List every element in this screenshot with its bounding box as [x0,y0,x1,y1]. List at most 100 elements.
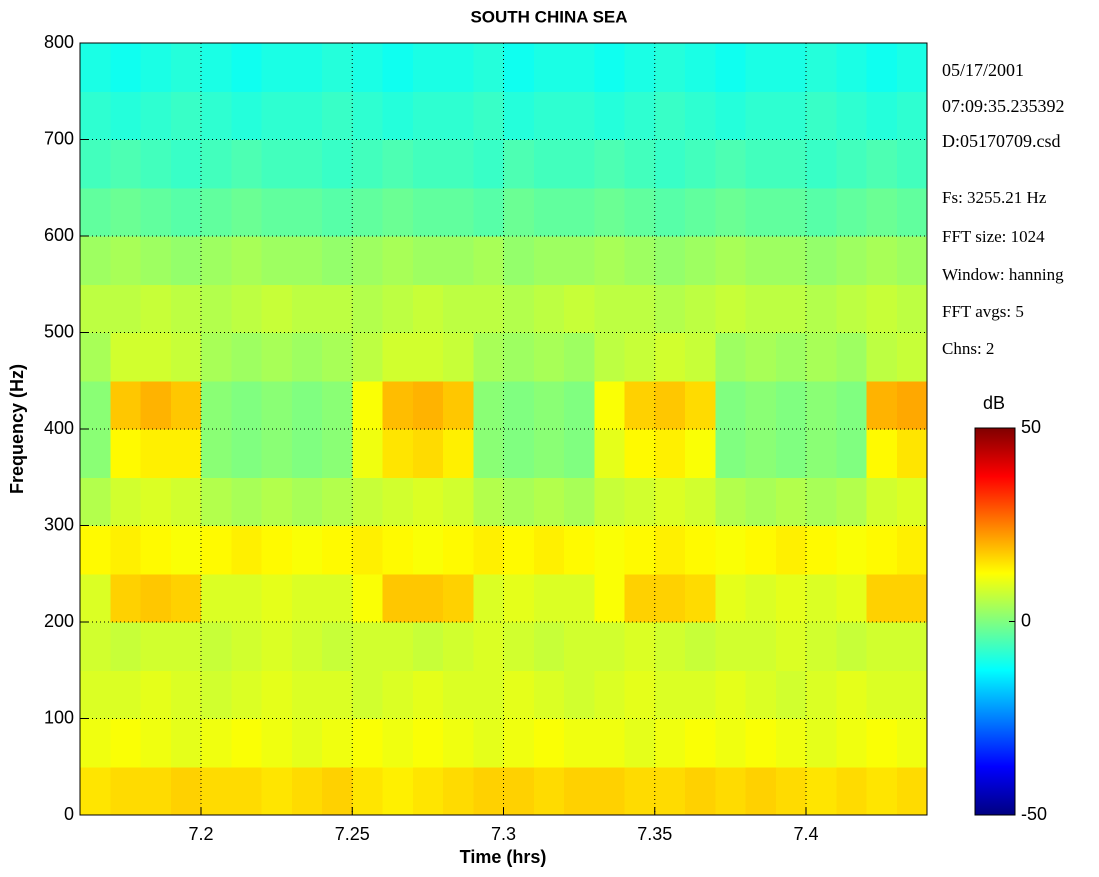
heatmap-cell [382,91,414,140]
heatmap-cell [594,380,625,430]
heatmap-cell [806,380,837,430]
heatmap-cell [291,332,323,382]
heatmap-cell [231,766,262,816]
heatmap-cell [231,91,262,140]
heatmap-cell [473,429,504,478]
heatmap-cell [201,332,232,382]
heatmap-cell [624,284,656,333]
colorbar-tick-label: -50 [1021,804,1047,824]
heatmap-cell [291,429,323,478]
heatmap-cell [896,43,928,92]
heatmap-cell [715,332,746,382]
heatmap-cell [533,43,565,92]
heatmap-cell [806,187,837,237]
heatmap-cell [80,187,111,237]
heatmap-cell [654,284,686,333]
heatmap-cell [564,139,595,189]
heatmap-cell [775,236,807,285]
heatmap-cell [503,332,535,382]
heatmap-cell [412,91,444,140]
heatmap-cell [594,766,625,816]
heatmap-cell [806,139,837,189]
annotation: Chns: 2 [942,339,994,358]
heatmap-cell [170,573,202,623]
heatmap-cell [503,380,535,430]
heatmap-cell [201,622,232,671]
heatmap-cell [140,766,172,816]
heatmap-cell [291,477,323,526]
heatmap-cell [533,718,565,768]
heatmap-cell [503,429,535,478]
heatmap-cell [231,187,262,237]
heatmap-cell [685,525,716,575]
heatmap-cell [261,236,293,285]
heatmap-cell [322,622,353,671]
heatmap-cell [412,139,444,189]
heatmap-cell [261,573,293,623]
heatmap-cell [533,380,565,430]
heatmap-cell [836,332,867,382]
heatmap-cell [473,43,504,92]
heatmap-cell [382,284,414,333]
heatmap-cell [352,139,383,189]
heatmap-cell [322,187,353,237]
heatmap-cell [412,43,444,92]
heatmap-cell [443,622,474,671]
heatmap-cell [231,139,262,189]
heatmap-cell [745,429,777,478]
heatmap-cell [170,670,202,719]
heatmap-cell [201,670,232,719]
heatmap-cell [382,766,414,816]
heatmap-cell [80,429,111,478]
heatmap-cell [836,429,867,478]
heatmap-cell [201,477,232,526]
heatmap-cell [806,332,837,382]
heatmap-cell [443,477,474,526]
heatmap-cell [473,332,504,382]
heatmap-cell [382,332,414,382]
heatmap-cell [170,91,202,140]
heatmap-cell [110,622,141,671]
heatmap-cell [745,525,777,575]
heatmap-cell [352,284,383,333]
heatmap-cell [503,766,535,816]
heatmap-cell [201,525,232,575]
heatmap-cell [564,187,595,237]
heatmap-cell [775,139,807,189]
heatmap-cell [231,236,262,285]
heatmap-cell [261,670,293,719]
heatmap-cell [654,236,686,285]
colorbar [974,427,1016,816]
heatmap [80,43,928,816]
heatmap-cell [715,477,746,526]
heatmap-cell [745,187,777,237]
heatmap-cell [322,236,353,285]
heatmap-cell [352,187,383,237]
heatmap-cell [866,187,898,237]
heatmap-cell [503,236,535,285]
heatmap-cell [745,766,777,816]
heatmap-cell [715,718,746,768]
heatmap-cell [685,236,716,285]
heatmap-cell [231,525,262,575]
x-tick-label: 7.4 [793,824,818,844]
heatmap-cell [110,573,141,623]
heatmap-cell [564,91,595,140]
heatmap-cell [201,91,232,140]
heatmap-cell [80,670,111,719]
heatmap-cell [775,187,807,237]
heatmap-cell [412,622,444,671]
heatmap-cell [745,43,777,92]
heatmap-cell [685,429,716,478]
heatmap-cell [473,718,504,768]
heatmap-cell [291,236,323,285]
annotation: FFT size: 1024 [942,227,1045,246]
heatmap-cell [624,718,656,768]
heatmap-cell [382,236,414,285]
heatmap-cell [412,236,444,285]
heatmap-cell [564,622,595,671]
heatmap-cell [533,766,565,816]
heatmap-cell [261,187,293,237]
heatmap-cell [503,718,535,768]
heatmap-cell [231,573,262,623]
